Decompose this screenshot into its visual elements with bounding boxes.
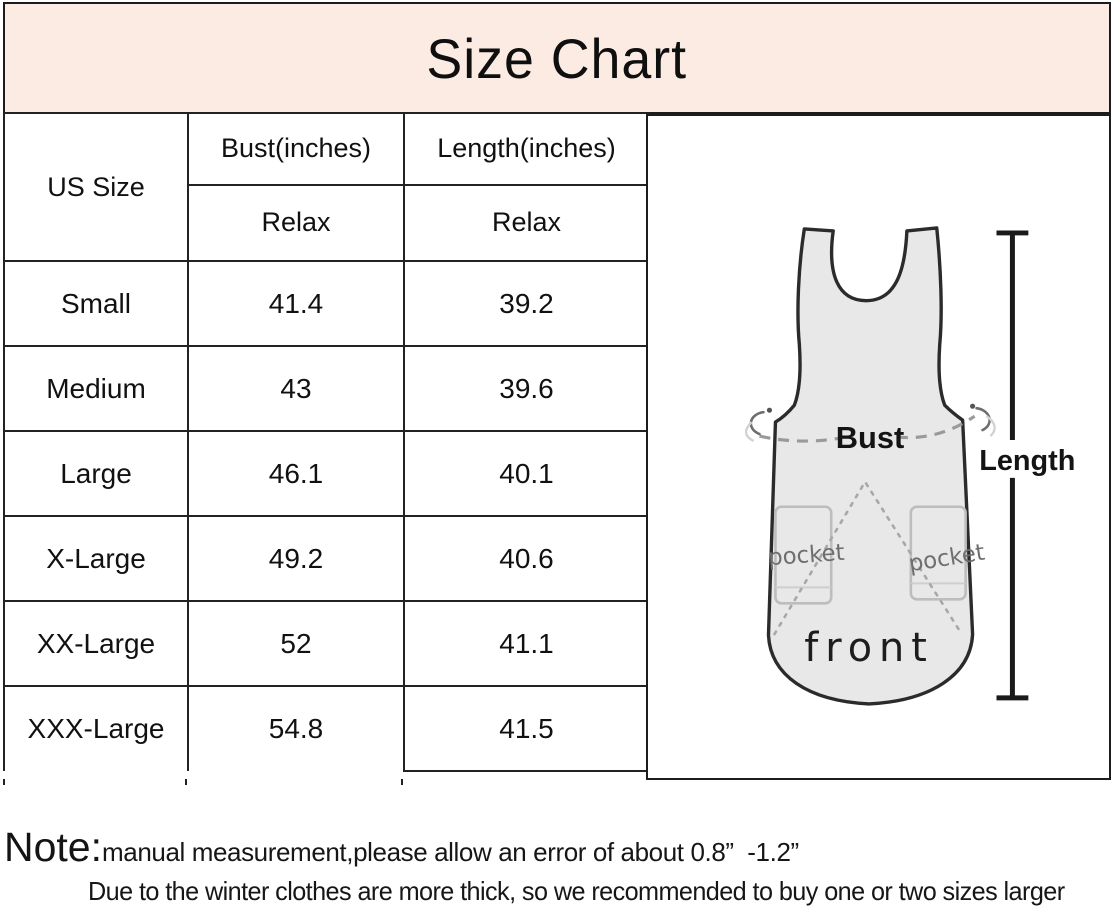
size-cell: XXX-Large xyxy=(3,685,189,771)
note-label: Note: xyxy=(4,824,102,870)
bust-dashed-line-left xyxy=(759,434,841,443)
bust-arrow-dot-right xyxy=(970,403,976,409)
table-border-stub xyxy=(185,779,187,785)
bust-cell: 41.4 xyxy=(187,260,405,347)
bust-arrow-curl-right xyxy=(975,406,991,432)
size-table: US Size Bust(inches) Length(inches) Rela… xyxy=(3,112,650,772)
length-cell: 40.1 xyxy=(403,430,650,517)
center-seam-dotted-line xyxy=(773,479,960,636)
length-cell: 39.2 xyxy=(403,260,650,347)
note-text-line1: manual measurement,please allow an error… xyxy=(102,837,799,867)
table-row: Small 41.4 39.2 xyxy=(3,260,650,347)
header-length: Length(inches) xyxy=(403,112,650,186)
header-bust: Bust(inches) xyxy=(187,112,405,186)
subheader-bust-relax: Relax xyxy=(187,183,405,263)
table-border-stub xyxy=(3,779,5,785)
garment-diagram-panel: Bust pocket pocket front Length xyxy=(646,114,1111,780)
pocket-left xyxy=(774,505,833,605)
bust-cell: 54.8 xyxy=(187,685,405,771)
title-banner: Size Chart xyxy=(3,2,1111,114)
bust-cell: 52 xyxy=(187,600,405,687)
size-cell: X-Large xyxy=(3,515,189,602)
bust-cell: 46.1 xyxy=(187,430,405,517)
length-cell: 41.5 xyxy=(403,685,650,772)
bust-arrow-dot-left xyxy=(766,407,773,413)
table-row: Large 46.1 40.1 xyxy=(3,430,650,517)
page-title: Size Chart xyxy=(426,26,688,90)
subheader-length-relax: Relax xyxy=(403,183,650,263)
size-cell: Small xyxy=(3,260,189,347)
vest-diagram: Bust pocket pocket front Length xyxy=(744,226,1075,706)
bust-arrow-curl-left xyxy=(749,410,765,436)
size-cell: Large xyxy=(3,430,189,517)
bust-wrap-faint-right xyxy=(985,415,996,437)
note-text-line2: Due to the winter clothes are more thick… xyxy=(88,876,1065,906)
size-cell: XX-Large xyxy=(3,600,189,687)
bust-cell: 43 xyxy=(187,345,405,432)
length-cell: 41.1 xyxy=(403,600,650,687)
length-cell: 40.6 xyxy=(403,515,650,602)
table-border-stub xyxy=(401,779,403,785)
table-subheader-row: Relax Relax xyxy=(4,183,650,263)
table-header-row: US Size Bust(inches) Length(inches) xyxy=(3,112,650,262)
bust-cell: 49.2 xyxy=(187,515,405,602)
table-row: Medium 43 39.6 xyxy=(3,345,650,432)
length-cell: 39.6 xyxy=(403,345,650,432)
table-row: XXX-Large 54.8 41.5 xyxy=(3,685,650,772)
note-line1: Note:manual measurement,please allow an … xyxy=(4,824,799,871)
pocket-left-label: pocket xyxy=(767,540,845,571)
header-us-size: US Size xyxy=(3,112,189,262)
table-row: XX-Large 52 41.1 xyxy=(3,600,650,687)
front-label: front xyxy=(804,625,934,671)
bust-wrap-faint-left xyxy=(744,421,755,443)
table-row: X-Large 49.2 40.6 xyxy=(3,515,650,602)
bust-label: Bust xyxy=(836,420,905,455)
size-cell: Medium xyxy=(3,345,189,432)
bust-dashed-line-right xyxy=(896,414,976,440)
length-label: Length xyxy=(979,445,1075,477)
vest-silhouette xyxy=(766,226,975,706)
